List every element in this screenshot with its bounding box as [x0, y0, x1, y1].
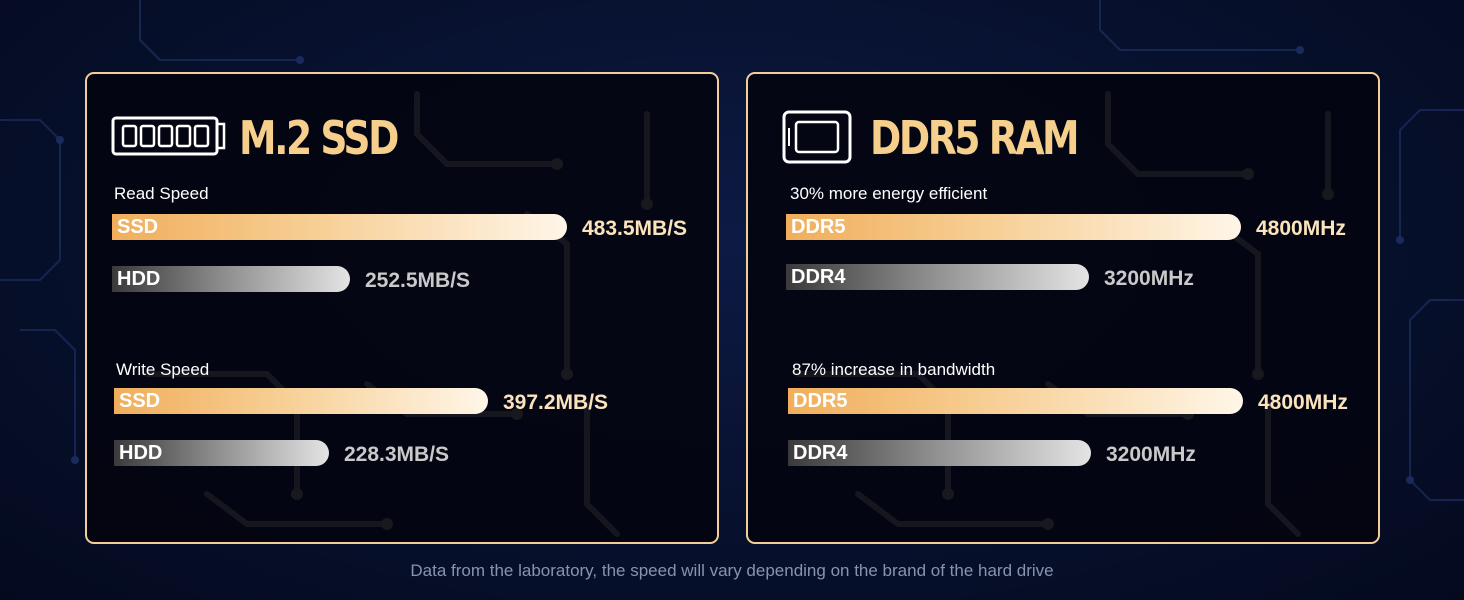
energy-ddr4-bar: DDR4 — [786, 264, 1089, 290]
bar-category-label: HDD — [119, 442, 163, 464]
energy-ddr5-bar: DDR5 — [786, 214, 1241, 240]
bar-category-label: DDR5 — [791, 216, 846, 238]
panel-circuit-pattern — [795, 91, 1334, 537]
bar-category-label: DDR5 — [793, 390, 848, 412]
read-ssd-value: 483.5MB/S — [582, 217, 688, 240]
bandwidth-ddr4-bar: DDR4 — [788, 440, 1091, 466]
bar-category-label: SSD — [117, 216, 159, 238]
read-ssd-bar: SSD — [112, 214, 567, 240]
write-speed-label: Write Speed — [116, 360, 210, 379]
bandwidth-label: 87% increase in bandwidth — [792, 360, 996, 379]
bar-category-label: DDR4 — [791, 266, 846, 288]
energy-efficiency-label: 30% more energy efficient — [790, 184, 988, 203]
ssd-panel-title: M.2 SSD — [239, 111, 399, 165]
bar-category-label: SSD — [119, 390, 161, 412]
footnote: Data from the laboratory, the speed will… — [410, 561, 1054, 580]
read-hdd-bar: HDD — [112, 266, 350, 292]
bandwidth-ddr5-bar: DDR5 — [788, 388, 1243, 414]
energy-ddr5-value: 4800MHz — [1256, 217, 1346, 240]
write-ssd-value: 397.2MB/S — [503, 391, 609, 414]
ssd-panel: M.2 SSD Read Speed SSD 483.5MB/S HDD 252… — [85, 72, 719, 544]
ram-panel-title: DDR5 RAM — [870, 111, 1080, 165]
ssd-stick-icon — [111, 116, 226, 156]
write-ssd-bar: SSD — [114, 388, 488, 414]
write-hdd-value: 228.3MB/S — [344, 443, 450, 466]
energy-ddr4-value: 3200MHz — [1104, 267, 1194, 290]
bandwidth-ddr4-value: 3200MHz — [1106, 443, 1196, 466]
ram-panel: DDR5 RAM 30% more energy efficient DDR5 … — [746, 72, 1380, 544]
bar-category-label: HDD — [117, 268, 161, 290]
read-hdd-value: 252.5MB/S — [365, 269, 471, 292]
bandwidth-ddr5-value: 4800MHz — [1258, 391, 1348, 414]
ram-chip-icon — [782, 110, 852, 164]
read-speed-label: Read Speed — [114, 184, 209, 203]
write-hdd-bar: HDD — [114, 440, 329, 466]
panel-circuit-pattern — [144, 91, 653, 537]
bar-category-label: DDR4 — [793, 442, 848, 464]
